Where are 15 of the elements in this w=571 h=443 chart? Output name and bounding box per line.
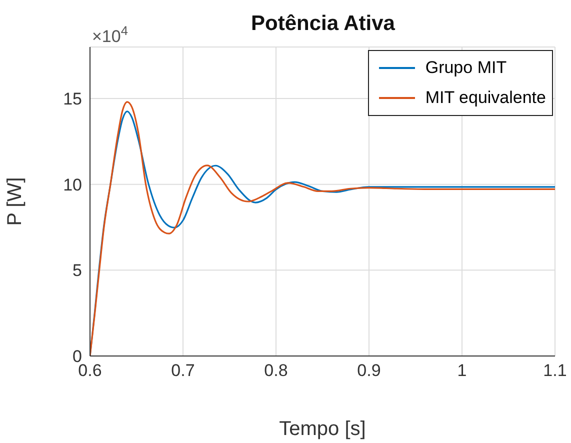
- y-axis-title: P [W]: [4, 177, 26, 226]
- x-tick-label: 1.1: [543, 361, 567, 380]
- x-axis-title: Tempo [s]: [279, 418, 366, 440]
- y-tick-label: 10: [63, 175, 82, 194]
- x-tick-label: 0.7: [171, 361, 195, 380]
- x-tick-label: 0.8: [264, 361, 288, 380]
- legend-label: MIT equivalente: [425, 88, 546, 108]
- x-tick-label: 0.9: [357, 361, 381, 380]
- legend-label: Grupo MIT: [425, 58, 507, 78]
- chart-title: Potência Ativa: [251, 12, 396, 35]
- y-tick-label: 15: [63, 90, 82, 109]
- x-tick-label: 0.6: [78, 361, 102, 380]
- x-tick-label: 1: [457, 361, 467, 380]
- y-tick-label: 5: [72, 261, 82, 280]
- text: ×10$^{4}$: [92, 22, 128, 46]
